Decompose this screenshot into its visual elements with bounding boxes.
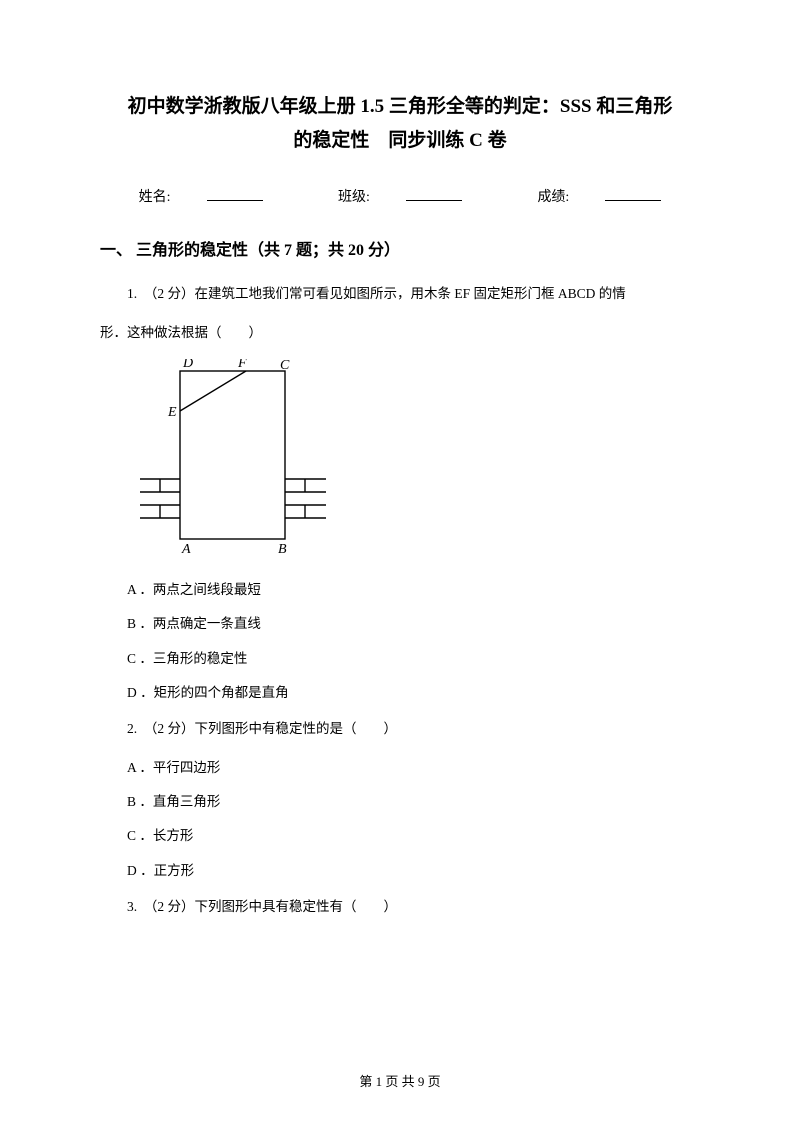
title-line-2: 的稳定性 同步训练 C 卷 <box>100 124 700 158</box>
q2-option-b: B ．直角三角形 <box>127 788 700 816</box>
q1-text2: 形．这种做法根据（ ） <box>100 319 700 347</box>
q2-option-c: C ．长方形 <box>127 822 700 850</box>
q1-option-c: C ．三角形的稳定性 <box>127 645 700 673</box>
label-F: F <box>237 359 247 371</box>
section-heading: 一、 三角形的稳定性（共 7 题；共 20 分） <box>100 236 700 260</box>
q3-text: 3. （2 分）下列图形中具有稳定性有（ ） <box>100 893 700 921</box>
page-title: 初中数学浙教版八年级上册 1.5 三角形全等的判定：SSS 和三角形 的稳定性 … <box>100 90 700 158</box>
q1-option-d: D ．矩形的四个角都是直角 <box>127 679 700 707</box>
label-A: A <box>181 542 191 557</box>
class-blank[interactable] <box>406 187 462 201</box>
q2-text: 2. （2 分）下列图形中有稳定性的是（ ） <box>100 715 700 743</box>
q1-option-b: B ．两点确定一条直线 <box>127 610 700 638</box>
score-blank[interactable] <box>605 187 661 201</box>
class-label: 班级: <box>320 190 480 205</box>
score-label: 成绩: <box>519 190 679 205</box>
label-D: D <box>182 359 193 371</box>
label-B: B <box>278 542 287 557</box>
page-footer: 第 1 页 共 9 页 <box>0 1071 800 1090</box>
name-blank[interactable] <box>207 187 263 201</box>
info-row: 姓名: 班级: 成绩: <box>100 186 700 206</box>
q1-text: 1. （2 分）在建筑工地我们常可看见如图所示，用木条 EF 固定矩形门框 AB… <box>100 280 700 308</box>
label-C: C <box>280 359 290 373</box>
name-label: 姓名: <box>121 190 281 205</box>
q2-option-d: D ．正方形 <box>127 857 700 885</box>
q1-option-a: A ．两点之间线段最短 <box>127 576 700 604</box>
q2-option-a: A ．平行四边形 <box>127 754 700 782</box>
q1-figure: D F C E A B <box>138 359 700 564</box>
label-E: E <box>167 405 177 420</box>
title-line-1: 初中数学浙教版八年级上册 1.5 三角形全等的判定：SSS 和三角形 <box>100 90 700 124</box>
